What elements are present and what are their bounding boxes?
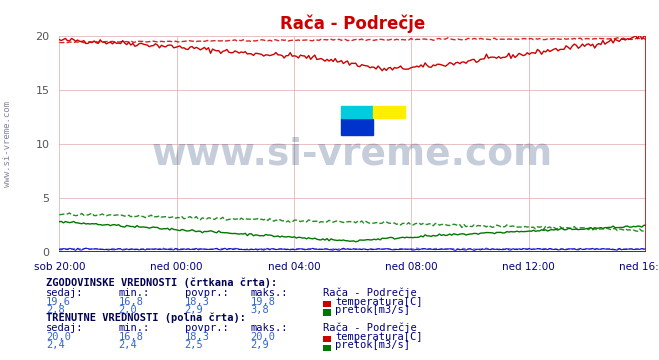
Bar bbox=[373, 106, 405, 118]
Text: Rača - Podrečje: Rača - Podrečje bbox=[323, 288, 416, 298]
Text: maks.:: maks.: bbox=[250, 323, 288, 333]
Text: 19,8: 19,8 bbox=[250, 297, 275, 307]
Text: temperatura[C]: temperatura[C] bbox=[335, 297, 423, 307]
Text: 20,0: 20,0 bbox=[250, 332, 275, 342]
Text: pretok[m3/s]: pretok[m3/s] bbox=[335, 305, 411, 315]
Title: Rača - Podrečje: Rača - Podrečje bbox=[280, 14, 425, 33]
Text: TRENUTNE VREDNOSTI (polna črta):: TRENUTNE VREDNOSTI (polna črta): bbox=[46, 313, 246, 324]
Bar bbox=[341, 118, 373, 135]
Text: 2,4: 2,4 bbox=[119, 341, 137, 351]
Text: 18,3: 18,3 bbox=[185, 332, 210, 342]
Text: maks.:: maks.: bbox=[250, 288, 288, 298]
Text: pretok[m3/s]: pretok[m3/s] bbox=[335, 341, 411, 351]
Text: sedaj:: sedaj: bbox=[46, 288, 84, 298]
Text: www.si-vreme.com: www.si-vreme.com bbox=[152, 137, 553, 173]
Text: 16,8: 16,8 bbox=[119, 332, 144, 342]
Text: 2,9: 2,9 bbox=[185, 305, 203, 315]
Text: ZGODOVINSKE VREDNOSTI (črtkana črta):: ZGODOVINSKE VREDNOSTI (črtkana črta): bbox=[46, 278, 277, 288]
Text: 2,8: 2,8 bbox=[46, 305, 65, 315]
Text: 2,9: 2,9 bbox=[250, 341, 269, 351]
Text: temperatura[C]: temperatura[C] bbox=[335, 332, 423, 342]
Text: 18,3: 18,3 bbox=[185, 297, 210, 307]
Text: sedaj:: sedaj: bbox=[46, 323, 84, 333]
Text: 20,0: 20,0 bbox=[46, 332, 71, 342]
Text: povpr.:: povpr.: bbox=[185, 288, 228, 298]
Text: povpr.:: povpr.: bbox=[185, 323, 228, 333]
Bar bbox=[341, 106, 373, 118]
Text: 16,8: 16,8 bbox=[119, 297, 144, 307]
Text: www.si-vreme.com: www.si-vreme.com bbox=[3, 101, 13, 187]
Text: min.:: min.: bbox=[119, 323, 150, 333]
Text: 3,8: 3,8 bbox=[250, 305, 269, 315]
Text: 19,6: 19,6 bbox=[46, 297, 71, 307]
Text: Rača - Podrečje: Rača - Podrečje bbox=[323, 323, 416, 333]
Text: min.:: min.: bbox=[119, 288, 150, 298]
Text: 2,0: 2,0 bbox=[119, 305, 137, 315]
Text: 2,4: 2,4 bbox=[46, 341, 65, 351]
Text: 2,5: 2,5 bbox=[185, 341, 203, 351]
